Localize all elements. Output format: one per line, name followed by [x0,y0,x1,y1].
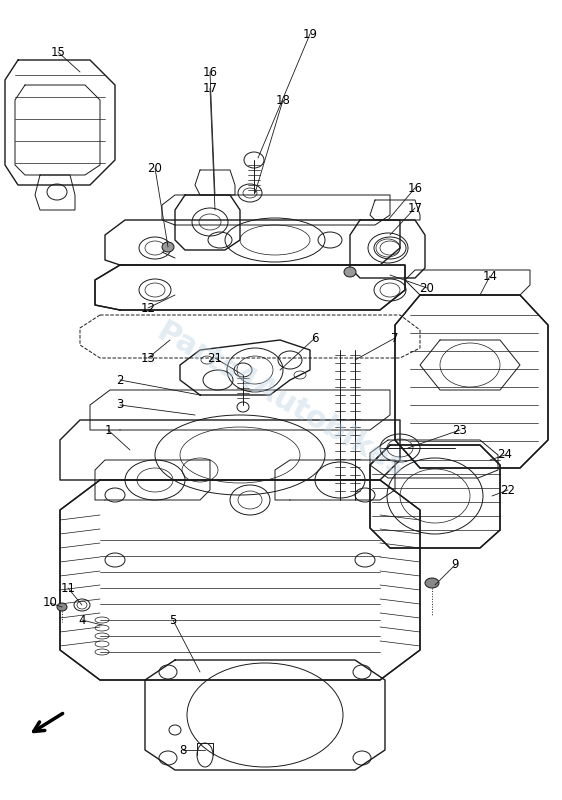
Text: 16: 16 [202,66,217,78]
Text: 14: 14 [483,270,497,282]
Text: 18: 18 [275,94,291,106]
Text: 22: 22 [501,483,515,497]
Ellipse shape [344,267,356,277]
Text: 1: 1 [104,423,112,437]
Text: 23: 23 [452,423,468,437]
Text: 6: 6 [311,331,319,345]
Ellipse shape [162,242,174,252]
Text: 5: 5 [169,614,176,626]
Text: 2: 2 [116,374,124,386]
Text: 15: 15 [51,46,65,58]
Text: 24: 24 [497,449,513,462]
Text: 19: 19 [302,27,318,41]
Text: 9: 9 [451,558,459,571]
Text: 17: 17 [407,202,423,214]
Text: 11: 11 [61,582,75,594]
Text: 20: 20 [420,282,434,294]
Text: 12: 12 [140,302,156,314]
Text: 3: 3 [116,398,124,411]
Text: 16: 16 [407,182,423,194]
Ellipse shape [425,578,439,588]
Ellipse shape [57,603,67,611]
Text: Parts4Autobikes: Parts4Autobikes [152,317,410,483]
Text: 4: 4 [78,614,86,626]
Text: 20: 20 [148,162,162,174]
Text: 8: 8 [179,743,187,757]
Text: 17: 17 [202,82,217,94]
Text: 21: 21 [207,351,223,365]
Text: 10: 10 [43,597,57,610]
Text: 7: 7 [391,331,399,345]
Text: 13: 13 [140,351,156,365]
